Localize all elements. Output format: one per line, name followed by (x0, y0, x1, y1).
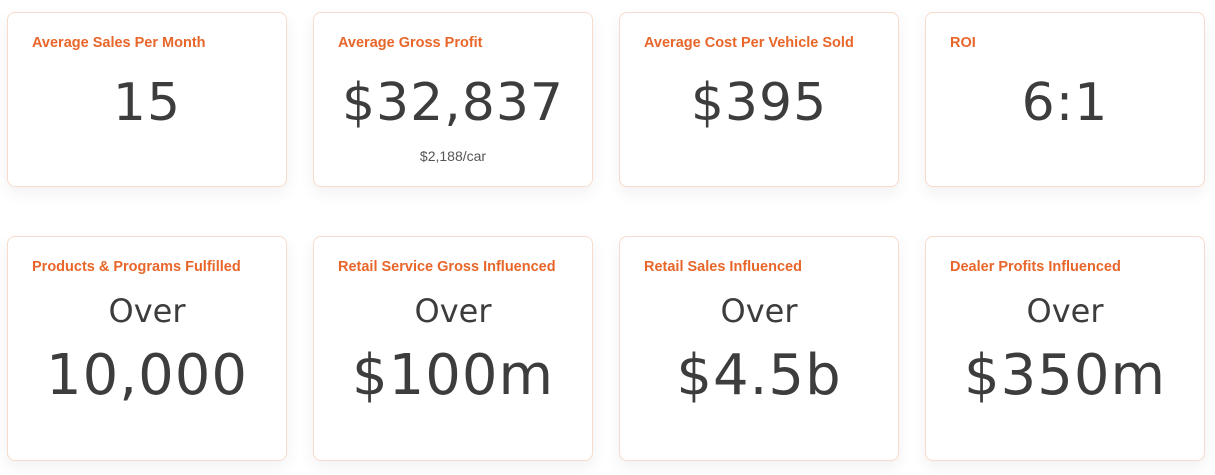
stat-value: 6:1 (1021, 73, 1109, 133)
stat-label: Average Gross Profit (338, 35, 483, 51)
stat-value: $4.5b (676, 343, 842, 408)
stat-value: $395 (690, 73, 828, 133)
stat-label: Retail Sales Influenced (644, 259, 802, 275)
stat-value: $100m (351, 343, 555, 408)
stat-label: Retail Service Gross Influenced (338, 259, 556, 275)
stat-prefix: Over (108, 292, 186, 330)
stat-card-retail-sales: Retail Sales Influenced Over $4.5b (619, 236, 899, 461)
stat-card-average-cost: Average Cost Per Vehicle Sold $395 (619, 12, 899, 187)
stat-label: Average Sales Per Month (32, 35, 206, 51)
stat-card-products-programs: Products & Programs Fulfilled Over 10,00… (7, 236, 287, 461)
stat-label: Average Cost Per Vehicle Sold (644, 35, 854, 51)
stat-subtext: $2,188/car (419, 148, 487, 164)
stat-value: $32,837 (341, 73, 565, 133)
stat-prefix: Over (414, 292, 492, 330)
stat-value: 10,000 (46, 343, 248, 408)
stat-prefix: Over (1026, 292, 1104, 330)
stat-card-average-sales: Average Sales Per Month 15 (7, 12, 287, 187)
stat-value: $350m (963, 343, 1167, 408)
stat-prefix: Over (720, 292, 798, 330)
stat-label: ROI (950, 35, 976, 51)
stat-label: Products & Programs Fulfilled (32, 259, 241, 275)
stat-label: Dealer Profits Influenced (950, 259, 1121, 275)
stat-card-retail-service-gross: Retail Service Gross Influenced Over $10… (313, 236, 593, 461)
stat-card-average-gross-profit: Average Gross Profit $32,837 $2,188/car (313, 12, 593, 187)
stat-value: 15 (112, 73, 182, 133)
stat-card-roi: ROI 6:1 (925, 12, 1205, 187)
stat-card-dealer-profits: Dealer Profits Influenced Over $350m (925, 236, 1205, 461)
